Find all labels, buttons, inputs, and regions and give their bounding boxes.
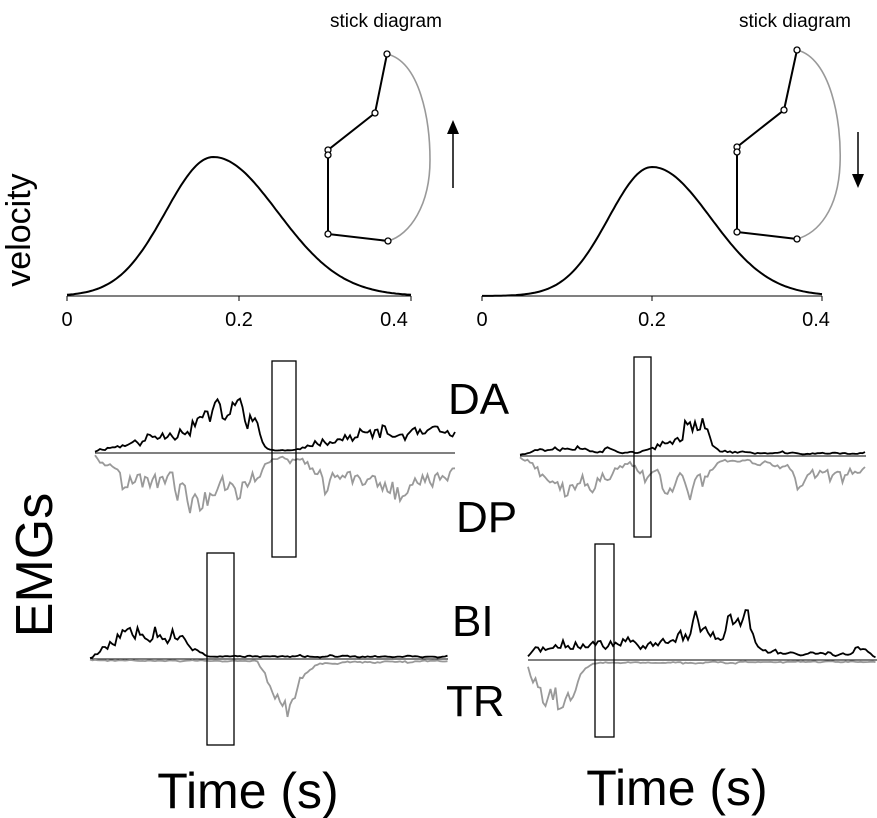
stick-diagram-left: stick diagram [324, 11, 459, 245]
emg-panel-bottom-left [89, 552, 448, 746]
emg-trace-dp-left [94, 454, 456, 514]
hand-path-left [386, 53, 431, 242]
velocity-panel-left: 0 0.2 0.4 [61, 155, 412, 331]
time-window-box-top-right [633, 356, 652, 538]
time-axis-label-left: Time (s) [157, 763, 338, 818]
time-axis-label-right: Time (s) [586, 760, 767, 816]
emg-trace-bi-right [527, 609, 876, 659]
tick-label-right-0: 0 [476, 309, 487, 331]
emg-panel-top-left [94, 360, 456, 558]
muscle-label-da: DA [448, 375, 510, 424]
tick-label-right-04: 0.4 [802, 309, 830, 331]
stick-diagram-right: stick diagram [733, 11, 864, 243]
hand-path-right [796, 49, 842, 240]
velocity-curve-right [482, 165, 823, 297]
time-window-box-bottom-left [206, 552, 235, 746]
velocity-curve-left [66, 155, 412, 296]
emg-panel-top-right [519, 356, 866, 538]
tick-label-left-04: 0.4 [380, 309, 408, 331]
tick-label-right-02: 0.2 [638, 309, 666, 331]
emg-trace-tr-left [89, 658, 448, 718]
tick-label-left-0: 0 [61, 309, 72, 331]
time-window-box-bottom-right [594, 543, 615, 738]
emg-panel-bottom-right [527, 543, 877, 738]
emg-trace-da-left [94, 397, 456, 453]
muscle-label-dp: DP [456, 493, 517, 542]
stick-diagram-title-left: stick diagram [330, 11, 442, 32]
arm-segments-left [327, 53, 389, 242]
emg-trace-bi-left [89, 624, 448, 659]
tick-label-left-02: 0.2 [225, 309, 253, 331]
emgs-axis-label: EMGs [6, 493, 64, 637]
velocity-panel-right: 0 0.2 0.4 [476, 165, 830, 331]
velocity-axis-label: velocity [0, 173, 38, 286]
arm-segments-right [736, 49, 798, 240]
arrow-down-head [852, 174, 864, 188]
arrow-up-head [447, 120, 459, 134]
muscle-label-tr: TR [446, 677, 505, 726]
stick-diagram-title-right: stick diagram [739, 11, 851, 32]
emg-trace-tr-right [527, 660, 876, 711]
time-window-box-top-left [271, 360, 297, 558]
joint-markers-right [733, 46, 801, 243]
joint-markers-left [324, 50, 392, 245]
muscle-label-bi: BI [452, 597, 494, 646]
emg-trace-dp-right [519, 456, 866, 501]
emg-trace-da-right [519, 418, 866, 456]
